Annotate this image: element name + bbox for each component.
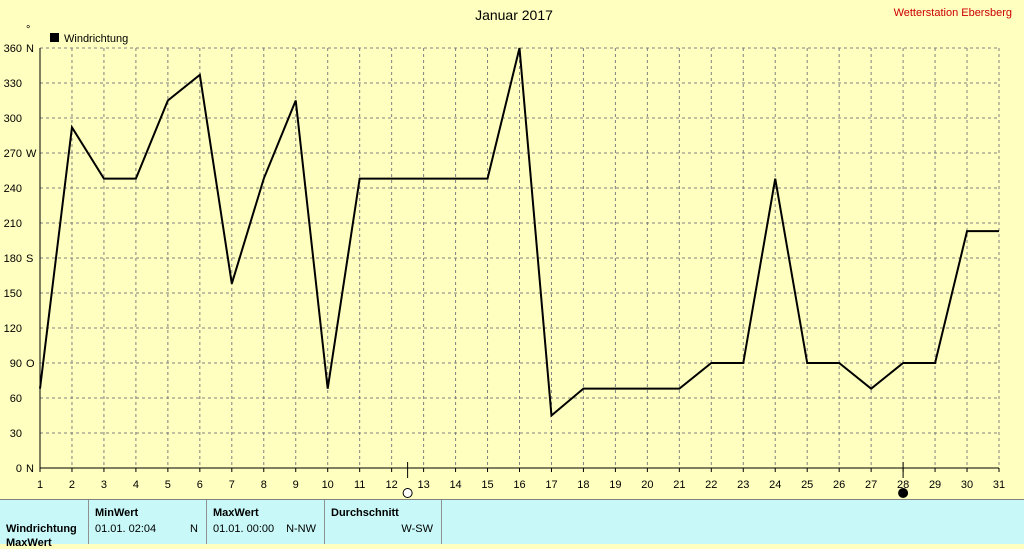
chart-area: 0306090120150180210240270300330360NOSWN1… (0, 0, 1024, 500)
min-header: MinWert (95, 507, 138, 519)
x-tick-label: 10 (322, 479, 334, 491)
x-tick-label: 24 (769, 479, 781, 491)
y-tick-label: 300 (4, 113, 22, 125)
y-tick-label: 240 (4, 183, 22, 195)
y-tick-label: 150 (4, 288, 22, 300)
grid (40, 48, 999, 468)
new-moon-icon (899, 489, 908, 498)
station-name: Wetterstation Ebersberg (894, 7, 1012, 19)
stats-row-label-2: MaxWert (6, 537, 52, 549)
x-tick-label: 2 (69, 479, 75, 491)
stats-row-label: Windrichtung (6, 523, 77, 535)
x-tick-label: 19 (609, 479, 621, 491)
x-tick-label: 1 (37, 479, 43, 491)
x-tick-label: 27 (865, 479, 877, 491)
x-tick-label: 13 (417, 479, 429, 491)
y-tick-label: 60 (10, 393, 22, 405)
x-tick-label: 12 (386, 479, 398, 491)
compass-tick-label: N (26, 463, 34, 475)
x-tick-label: 7 (229, 479, 235, 491)
x-tick-label: 4 (133, 479, 139, 491)
max-header: MaxWert (213, 507, 259, 519)
compass-tick-label: S (26, 253, 33, 265)
full-moon-icon (403, 489, 412, 498)
x-tick-label: 29 (929, 479, 941, 491)
max-time: 01.01. 00:00 (213, 523, 274, 535)
legend-swatch (50, 33, 59, 42)
y-tick-label: 360 (4, 43, 22, 55)
y-tick-label: 90 (10, 358, 22, 370)
x-tick-label: 22 (705, 479, 717, 491)
stats-panel: Windrichtung MaxWert MinWert 01.01. 02:0… (0, 499, 1024, 544)
x-tick-label: 15 (481, 479, 493, 491)
x-tick-label: 31 (993, 479, 1005, 491)
compass-tick-label: W (26, 148, 37, 160)
y-tick-label: 330 (4, 78, 22, 90)
max-column: MaxWert 01.01. 00:00 N-NW (207, 500, 325, 544)
y-tick-label: 120 (4, 323, 22, 335)
legend-label: Windrichtung (64, 33, 128, 45)
y-tick-label: 270 (4, 148, 22, 160)
x-tick-label: 11 (354, 479, 365, 491)
moon-markers (403, 462, 907, 498)
chart-title: Januar 2017 (475, 7, 553, 23)
min-direction: N (190, 523, 198, 535)
x-tick-label: 16 (513, 479, 525, 491)
x-tick-label: 18 (577, 479, 589, 491)
x-tick-label: 9 (293, 479, 299, 491)
stats-label-column: Windrichtung MaxWert (0, 500, 89, 544)
avg-header: Durchschnitt (331, 507, 399, 519)
compass-tick-label: N (26, 43, 34, 55)
x-tick-label: 6 (197, 479, 203, 491)
x-tick-label: 30 (961, 479, 973, 491)
avg-column: Durchschnitt W-SW (325, 500, 442, 544)
avg-direction: W-SW (401, 523, 433, 535)
max-direction: N-NW (286, 523, 316, 535)
x-tick-label: 8 (261, 479, 267, 491)
y-tick-label: 0 (16, 463, 22, 475)
x-tick-label: 26 (833, 479, 845, 491)
min-time: 01.01. 02:04 (95, 523, 156, 535)
unit-mark: ° (26, 24, 30, 36)
y-tick-label: 30 (10, 428, 22, 440)
x-tick-label: 23 (737, 479, 749, 491)
y-tick-label: 210 (4, 218, 22, 230)
x-tick-label: 3 (101, 479, 107, 491)
x-tick-label: 21 (673, 479, 685, 491)
y-tick-label: 180 (4, 253, 22, 265)
x-tick-label: 14 (449, 479, 461, 491)
x-tick-label: 17 (545, 479, 557, 491)
x-tick-label: 20 (641, 479, 653, 491)
x-tick-label: 5 (165, 479, 171, 491)
compass-tick-label: O (26, 358, 35, 370)
min-column: MinWert 01.01. 02:04 N (89, 500, 207, 544)
x-tick-label: 25 (801, 479, 813, 491)
